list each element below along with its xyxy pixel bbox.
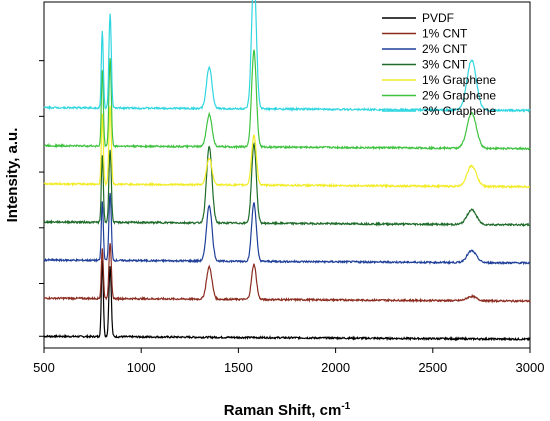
plot-area: [43, 1, 531, 349]
x-axis-title-superscript: -1: [341, 401, 350, 412]
series-line-2-graphene: [43, 49, 531, 151]
series-group: [43, 0, 531, 342]
x-axis: 500 1000 1500 2000 2500 3000: [33, 348, 544, 375]
y-axis-title: Intensity, a.u.: [4, 128, 21, 223]
x-tick-label-1500: 1500: [224, 360, 253, 375]
series-line-3-graphene: [43, 0, 531, 113]
x-tick-label-1000: 1000: [127, 360, 156, 375]
series-line-1-cnt: [43, 243, 531, 304]
legend-label-6: 3% Graphene: [422, 104, 496, 118]
series-line-3-cnt: [43, 141, 531, 228]
legend-label-5: 2% Graphene: [422, 89, 496, 103]
x-tick-label-3000: 3000: [516, 360, 545, 375]
plot-frame: [43, 1, 531, 349]
legend-label-4: 1% Graphene: [422, 73, 496, 87]
series-line-1-graphene: [43, 105, 530, 190]
x-tick-label-2500: 2500: [418, 360, 447, 375]
x-axis-title: Raman Shift, cm-1: [224, 401, 351, 419]
legend-label-3: 3% CNT: [422, 58, 468, 72]
legend-label-1: 1% CNT: [422, 27, 468, 41]
y-axis: [39, 60, 44, 337]
series-line-pvdf: [43, 260, 531, 342]
x-tick-label-500: 500: [33, 360, 55, 375]
legend-label-2: 2% CNT: [422, 42, 468, 56]
x-axis-title-text: Raman Shift, cm: [224, 402, 342, 419]
series-line-2-cnt: [43, 192, 531, 266]
legend-label-0: PVDF: [422, 11, 454, 25]
x-tick-label-2000: 2000: [321, 360, 350, 375]
